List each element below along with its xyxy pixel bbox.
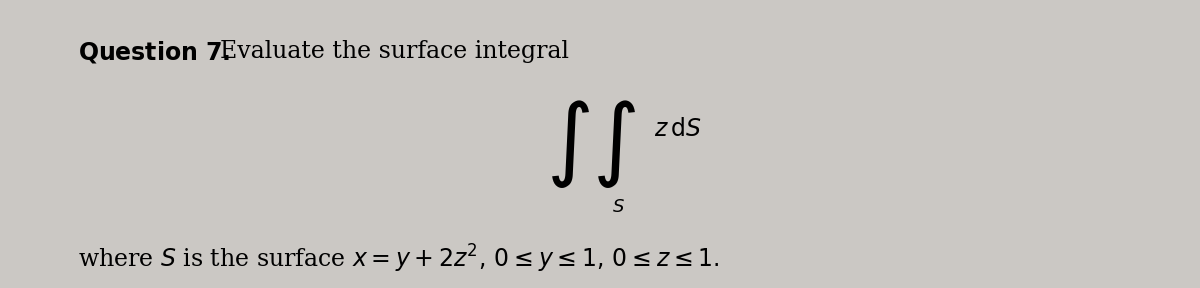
- Text: $\int$: $\int$: [546, 98, 589, 190]
- Text: $S$: $S$: [612, 198, 624, 216]
- Text: $\int$: $\int$: [593, 98, 636, 190]
- Text: Evaluate the surface integral: Evaluate the surface integral: [220, 40, 569, 63]
- Text: $\mathbf{Question\ 7.}$: $\mathbf{Question\ 7.}$: [78, 39, 230, 65]
- Text: where $S$ is the surface $x = y + 2z^2, \, 0 \leq y \leq 1, \, 0 \leq z \leq 1.$: where $S$ is the surface $x = y + 2z^2, …: [78, 243, 719, 275]
- Text: $z \, \mathrm{d}S$: $z \, \mathrm{d}S$: [654, 118, 702, 141]
